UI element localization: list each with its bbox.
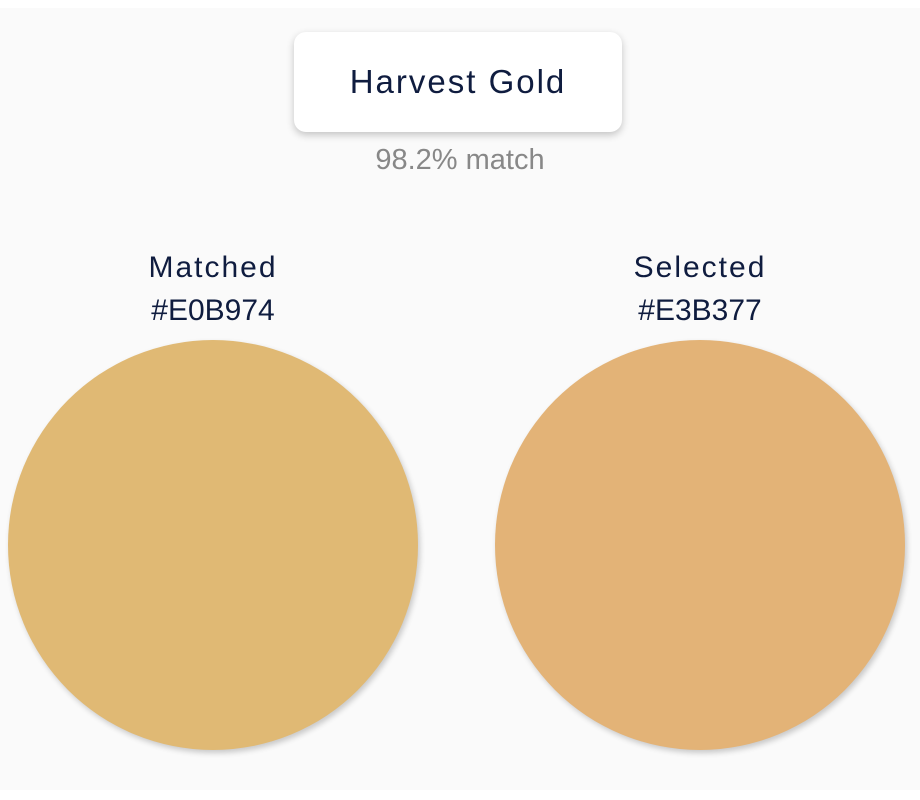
color-name: Harvest Gold [349, 63, 567, 100]
color-name-card: Harvest Gold [294, 32, 622, 132]
selected-column: Selected #E3B377 [495, 248, 905, 334]
selected-color-swatch [495, 340, 905, 750]
match-percentage: 98.2% match [375, 144, 545, 176]
matched-column: Matched #E0B974 [8, 248, 418, 334]
matched-color-swatch [8, 340, 418, 750]
matched-hex: #E0B974 [151, 294, 275, 327]
selected-label: Selected [633, 251, 767, 284]
selected-hex: #E3B377 [638, 294, 762, 327]
result-panel: Harvest Gold 98.2% match Matched #E0B974… [0, 8, 920, 790]
matched-label: Matched [148, 251, 278, 284]
